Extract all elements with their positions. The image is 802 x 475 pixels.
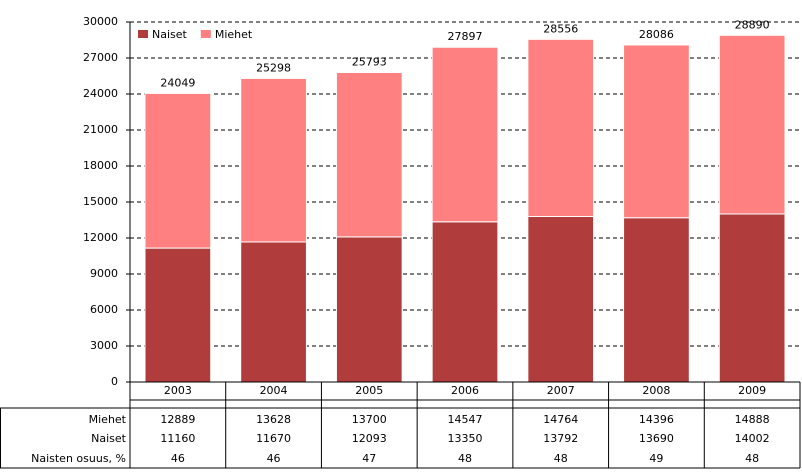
bar-segment (623, 217, 690, 383)
x-tick-label: 2008 (642, 384, 670, 397)
table-cell: 13628 (256, 413, 291, 426)
y-tick-label: 30000 (83, 15, 118, 28)
table-cell: 13792 (543, 432, 578, 445)
x-tick-label: 2007 (547, 384, 575, 397)
bar-segment (240, 77, 307, 243)
legend-label: Naiset (152, 28, 188, 41)
y-tick-label: 9000 (90, 267, 118, 280)
bar-segment (335, 71, 403, 238)
table-cell: 48 (458, 452, 472, 465)
bar-segment (718, 213, 786, 383)
x-tick-label: 2006 (451, 384, 479, 397)
row-label: Naiset (91, 432, 127, 445)
total-label: 25298 (256, 61, 291, 74)
bar-segment (527, 38, 595, 217)
bar-segment (144, 92, 212, 249)
bar-segment (431, 221, 499, 383)
y-tick-label: 12000 (83, 231, 118, 244)
x-tick-label: 2004 (260, 384, 288, 397)
row-label: Miehet (89, 413, 127, 426)
bar-segment (144, 247, 212, 383)
table-cell: 13350 (448, 432, 483, 445)
table-cell: 13700 (352, 413, 387, 426)
y-tick-label: 15000 (83, 195, 118, 208)
total-label: 24049 (160, 76, 195, 89)
table-cell: 11160 (160, 432, 195, 445)
y-tick-label: 6000 (90, 303, 118, 316)
bar-segment (240, 241, 307, 383)
table-cell: 47 (362, 452, 376, 465)
table-cell: 48 (554, 452, 568, 465)
total-label: 25793 (352, 55, 387, 68)
y-tick-label: 0 (111, 375, 118, 388)
bar-segment (623, 44, 690, 219)
table-cell: 14888 (735, 413, 770, 426)
bar-segment (431, 46, 499, 223)
table-cell: 46 (267, 452, 281, 465)
bar-segment (335, 236, 403, 383)
legend-label: Miehet (215, 28, 253, 41)
legend-swatch (138, 30, 148, 38)
table-cell: 48 (745, 452, 759, 465)
table-cell: 14764 (543, 413, 578, 426)
table-cell: 14002 (735, 432, 770, 445)
total-label: 28556 (543, 22, 578, 35)
y-tick-label: 27000 (83, 51, 118, 64)
row-label: Naisten osuus, % (31, 452, 126, 465)
table-cell: 14547 (448, 413, 483, 426)
x-tick-label: 2009 (738, 384, 766, 397)
bar-segment (718, 34, 786, 215)
table-cell: 12889 (160, 413, 195, 426)
x-tick-label: 2003 (164, 384, 192, 397)
total-label: 28086 (639, 28, 674, 41)
y-tick-label: 3000 (90, 339, 118, 352)
table-cell: 46 (171, 452, 185, 465)
table-cell: 12093 (352, 432, 387, 445)
legend-swatch (200, 30, 211, 38)
table-cell: 13690 (639, 432, 674, 445)
table-cell: 11670 (256, 432, 291, 445)
y-tick-label: 21000 (83, 123, 118, 136)
y-tick-label: 18000 (83, 159, 118, 172)
table-cell: 14396 (639, 413, 674, 426)
total-label: 28890 (735, 18, 770, 31)
table-cell: 49 (649, 452, 663, 465)
bar-segment (527, 215, 595, 383)
total-label: 27897 (448, 30, 483, 43)
y-tick-label: 24000 (83, 87, 118, 100)
x-tick-label: 2005 (355, 384, 383, 397)
